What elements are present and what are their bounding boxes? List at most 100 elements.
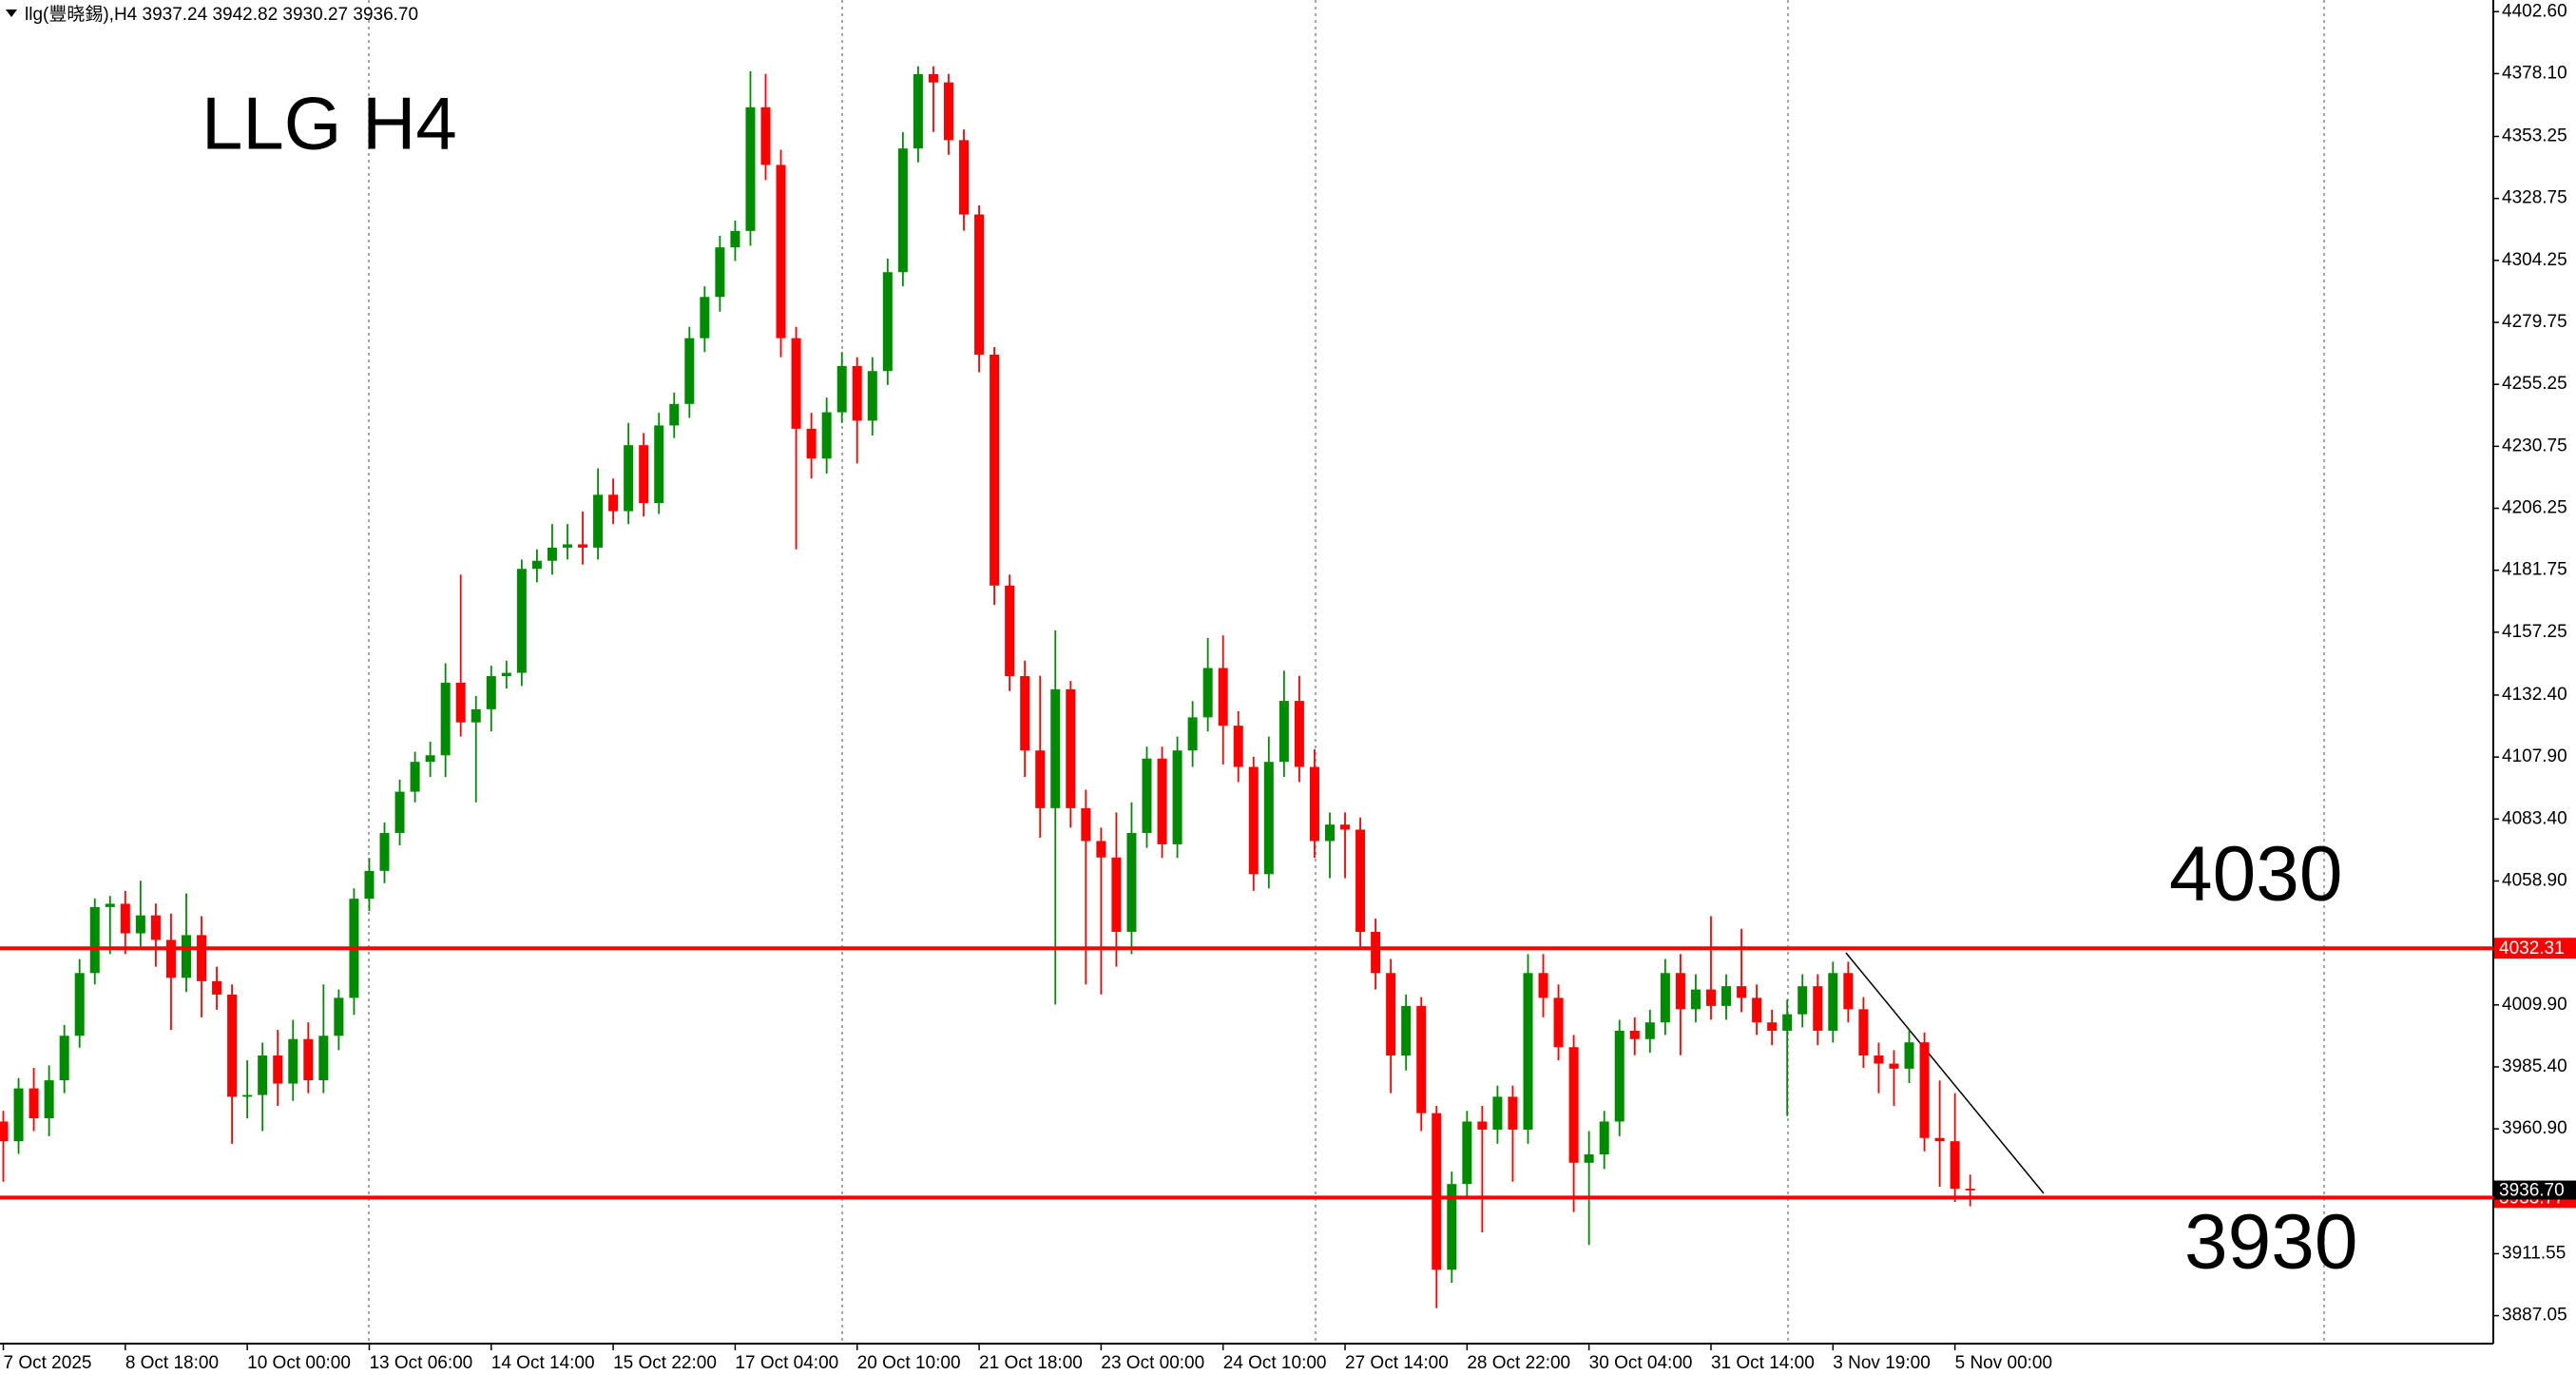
candle-body — [212, 980, 222, 995]
candle-body — [882, 272, 893, 372]
y-tick-label: 4107.90 — [2502, 746, 2567, 766]
x-tick-label: 13 Oct 06:00 — [369, 1353, 472, 1373]
candle-body — [150, 915, 161, 940]
x-tick-label: 27 Oct 14:00 — [1345, 1353, 1449, 1373]
candle-body — [760, 107, 771, 165]
candle-body — [1828, 973, 1838, 1031]
annotation: 3930 — [2184, 1199, 2357, 1286]
x-tick-label: 21 Oct 18:00 — [979, 1353, 1083, 1373]
candle-body — [1324, 824, 1335, 842]
candle-body — [29, 1088, 39, 1118]
candle-body — [852, 365, 862, 421]
candle-body — [455, 682, 466, 723]
candle-body — [1568, 1047, 1579, 1163]
candle-body — [1066, 688, 1076, 808]
y-tick-label: 4206.25 — [2502, 498, 2567, 518]
candle-body — [44, 1080, 54, 1118]
y-tick-label: 4353.25 — [2502, 126, 2567, 146]
x-tick-label: 8 Oct 18:00 — [125, 1353, 219, 1373]
candle-body — [59, 1036, 69, 1081]
candle-body — [959, 140, 970, 215]
candle-body — [654, 425, 664, 504]
candle-body — [1202, 668, 1213, 718]
current-price-box — [2494, 1180, 2576, 1200]
candle-body — [334, 997, 344, 1036]
candle-body — [1096, 841, 1106, 858]
candle-body — [1553, 997, 1564, 1048]
marks — [0, 66, 1975, 1308]
candle-body — [120, 903, 130, 934]
candle-body — [1782, 1014, 1793, 1031]
candle-body — [700, 297, 710, 339]
candle-body — [1111, 857, 1122, 932]
y-tick-label: 4378.10 — [2502, 63, 2567, 83]
candle-body — [547, 547, 557, 561]
x-tick-label: 24 Oct 10:00 — [1223, 1353, 1327, 1373]
candle-body — [1599, 1121, 1609, 1155]
y-tick-label: 4083.40 — [2502, 808, 2567, 828]
x-tick-label: 17 Oct 04:00 — [735, 1353, 838, 1373]
x-tick-label: 30 Oct 04:00 — [1589, 1353, 1693, 1373]
candle-body — [1629, 1030, 1640, 1039]
candle-body — [1767, 1022, 1778, 1031]
candle-body — [990, 354, 1000, 586]
y-tick-label: 4279.75 — [2502, 312, 2567, 332]
x-tick-label: 10 Oct 00:00 — [247, 1353, 351, 1373]
y-tick-label: 4009.90 — [2502, 995, 2567, 1015]
candle-body — [1752, 997, 1762, 1023]
candle-body — [181, 935, 191, 978]
x-tick-label: 15 Oct 22:00 — [613, 1353, 717, 1373]
y-tick-label: 4304.25 — [2502, 250, 2567, 270]
y-tick-label: 3911.55 — [2502, 1243, 2566, 1263]
level-label: 4032.31 — [2499, 939, 2565, 959]
candle-body — [318, 1036, 329, 1081]
candle-body — [105, 903, 115, 907]
candle-body — [440, 682, 451, 756]
candle-body — [1278, 701, 1289, 763]
candle-body — [89, 906, 100, 974]
x-tick-label: 14 Oct 14:00 — [491, 1353, 595, 1373]
candle-body — [1462, 1121, 1472, 1185]
candle-body — [242, 1094, 253, 1097]
candle-body — [943, 82, 953, 141]
candle-body — [639, 445, 649, 504]
candle-body — [1874, 1055, 1884, 1064]
x-tick-label: 3 Nov 19:00 — [1833, 1353, 1930, 1373]
trend-line — [1845, 952, 2045, 1194]
candle-body — [1447, 1184, 1457, 1270]
annotation: LLG H4 — [202, 82, 457, 165]
candle-body — [1690, 989, 1701, 1010]
candle-body — [1614, 1030, 1624, 1122]
candle-body — [593, 494, 604, 548]
candle-body — [1705, 989, 1716, 1006]
candle-body — [776, 165, 786, 339]
candle-body — [578, 544, 588, 548]
candle-body — [974, 214, 985, 355]
candle-body — [684, 338, 695, 404]
candle-body — [1172, 750, 1182, 844]
candle-body — [516, 569, 527, 673]
candle-body — [1218, 668, 1228, 726]
candle-body — [1538, 973, 1548, 998]
candle-body — [913, 73, 923, 149]
y-tick-label: 3960.90 — [2502, 1118, 2567, 1138]
level-label-box — [2494, 938, 2576, 959]
x-tick-label: 20 Oct 10:00 — [857, 1353, 961, 1373]
header: llg(豐晓錫),H4 3937.24 3942.82 3930.27 3936… — [25, 4, 418, 25]
candle-body — [745, 107, 756, 231]
candle-body — [1081, 807, 1091, 842]
candle-body — [471, 708, 481, 723]
candle-body — [1294, 701, 1304, 767]
candle-body — [1797, 986, 1808, 1015]
candle-body — [1675, 973, 1685, 1010]
candle-body — [1492, 1096, 1503, 1130]
candle-body — [1416, 1005, 1427, 1114]
candle-body — [364, 870, 375, 900]
candle-body — [486, 676, 496, 709]
candle-body — [1386, 973, 1396, 1056]
candle-body — [425, 755, 435, 763]
candle-body — [1263, 762, 1274, 875]
